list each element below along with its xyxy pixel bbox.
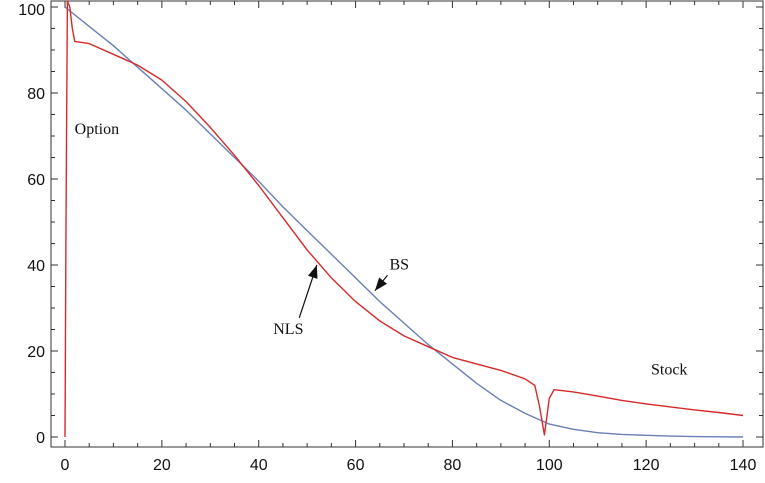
x-tick-label: 100 [536,457,563,474]
annotation-stock: Stock [651,362,687,379]
x-tick-label: 0 [61,457,70,474]
annotation-nls: NLS [273,321,303,338]
axis-ticks [51,1,763,447]
x-tick-label: 140 [730,457,757,474]
y-tick-label: 60 [27,172,45,189]
x-tick-label: 120 [633,457,660,474]
series-layer [65,1,743,437]
series-line-bs [65,7,743,437]
arrowhead-bs [375,278,387,291]
series-line-nls [65,1,743,437]
annotation-option: Option [75,121,119,138]
y-tick-label: 0 [36,430,45,447]
x-tick-label: 60 [347,457,365,474]
x-tick-label: 20 [153,457,171,474]
y-tick-label: 40 [27,258,45,275]
x-tick-label: 40 [250,457,268,474]
annotation-bs: BS [389,256,409,273]
annotations-layer: Option Stock BS NLS [75,121,688,379]
plot-frame [51,1,763,447]
y-tick-label: 80 [27,86,45,103]
y-tick-label: 20 [27,344,45,361]
x-tick-label: 80 [444,457,462,474]
y-tick-label: 100 [18,2,45,19]
arrowhead-nls [308,265,318,279]
